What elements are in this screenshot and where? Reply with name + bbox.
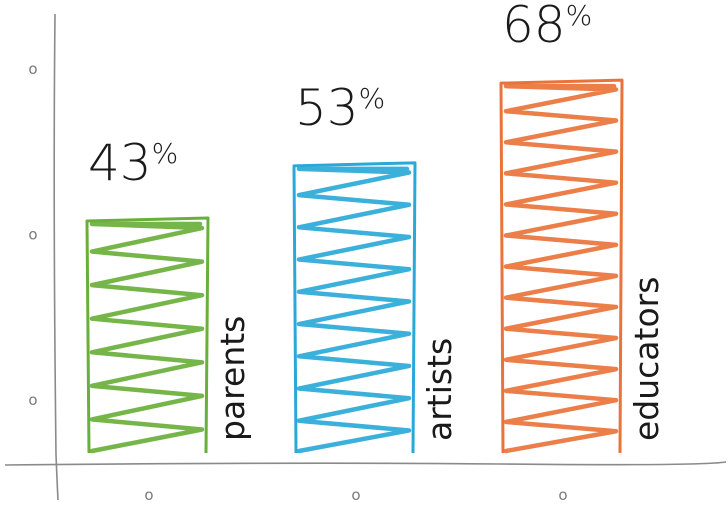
category-label: parents [213, 316, 252, 441]
axes [4, 13, 727, 501]
category-label: educators [627, 277, 666, 441]
y-axis-line [53, 13, 59, 501]
category-label: artists [420, 338, 459, 441]
value-suffix: % [359, 82, 386, 115]
bar-artists: 53% artists [292, 79, 459, 454]
bar-outline [499, 78, 624, 454]
value-label: 53% [295, 79, 385, 137]
bar-outline [85, 216, 210, 454]
y-tick-label: o [28, 226, 37, 244]
value-label: 68% [502, 0, 592, 54]
bars: 43% parents 53% artists 68% educators [85, 0, 666, 454]
bar-scribble [89, 221, 205, 454]
ticks: o o o o o o [28, 60, 567, 504]
value-label: 43% [88, 134, 178, 192]
value-suffix: % [152, 137, 179, 170]
value-suffix: % [566, 0, 593, 32]
x-tick-label: o [144, 486, 153, 504]
y-tick-label: o [28, 391, 37, 409]
bar-scribble [296, 166, 412, 454]
x-tick-label: o [351, 486, 360, 504]
bar-outline [292, 161, 417, 454]
bar-scribble [503, 83, 619, 454]
x-axis-line [4, 461, 727, 466]
bar-parents: 43% parents [85, 134, 252, 454]
bar-educators: 68% educators [499, 0, 666, 454]
y-tick-label: o [28, 60, 37, 78]
x-tick-label: o [558, 486, 567, 504]
